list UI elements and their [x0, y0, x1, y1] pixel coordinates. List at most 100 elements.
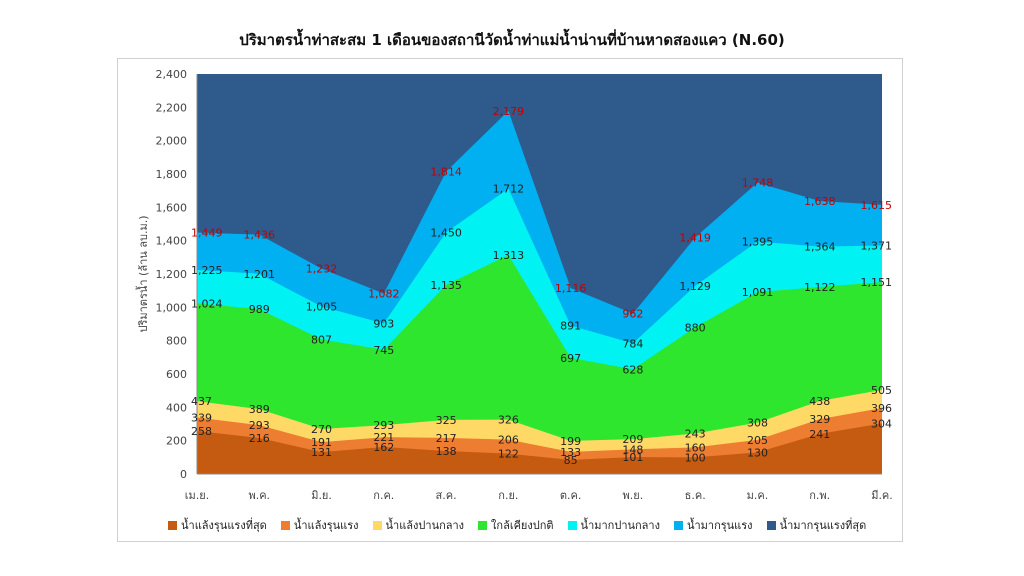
data-label: 1,371 — [861, 240, 893, 253]
data-label: 270 — [311, 423, 332, 436]
data-label: 205 — [747, 434, 768, 447]
data-label: 1,091 — [742, 286, 774, 299]
data-label: 1,419 — [679, 232, 711, 245]
y-tick-label: 1,000 — [156, 301, 188, 314]
data-label: 326 — [498, 414, 519, 427]
data-label: 329 — [809, 413, 830, 426]
data-label: 1,005 — [306, 301, 338, 314]
legend-swatch — [766, 520, 776, 530]
legend-item: น้ำมากปานกลาง — [567, 516, 660, 534]
data-label: 1,638 — [804, 195, 836, 208]
data-label: 258 — [191, 425, 212, 438]
data-label: 1,122 — [804, 281, 836, 294]
area-series-0 — [197, 423, 882, 474]
data-label: 389 — [249, 403, 270, 416]
y-tick-label: 1,200 — [156, 268, 188, 281]
area-series-3 — [197, 255, 882, 474]
y-tick-label: 2,400 — [156, 68, 188, 81]
x-tick-label: ก.ย. — [498, 489, 518, 502]
data-label: 100 — [685, 451, 706, 464]
legend: น้ำแล้งรุนแรงที่สุด น้ำแล้งรุนแรง น้ำแล้งป… — [168, 516, 888, 534]
y-tick-label: 1,800 — [156, 168, 188, 181]
data-label: 1,615 — [861, 199, 893, 212]
data-label: 505 — [871, 384, 892, 397]
legend-swatch — [673, 520, 683, 530]
data-label: 304 — [871, 417, 892, 430]
data-label: 1,024 — [191, 297, 223, 310]
legend-label: ใกล้เคียงปกติ — [491, 519, 554, 532]
legend-swatch — [478, 520, 488, 530]
y-tick-label: 1,400 — [156, 235, 188, 248]
data-label: 131 — [311, 446, 332, 459]
data-label: 880 — [685, 321, 706, 334]
data-label: 891 — [560, 320, 581, 333]
data-label: 122 — [498, 448, 519, 461]
data-label: 1,395 — [742, 236, 774, 249]
data-label: 1,232 — [306, 263, 338, 276]
data-label: 293 — [373, 419, 394, 432]
legend-item: น้ำมากรุนแรง — [673, 516, 753, 534]
data-label: 209 — [622, 433, 643, 446]
data-label: 962 — [622, 308, 643, 321]
data-label: 85 — [564, 454, 578, 467]
data-label: 437 — [191, 395, 212, 408]
data-label: 1,364 — [804, 241, 836, 254]
legend-swatch — [567, 520, 577, 530]
data-label: 697 — [560, 352, 581, 365]
data-label: 989 — [249, 303, 270, 316]
data-label: 1,135 — [430, 279, 462, 292]
data-label: 1,814 — [430, 166, 462, 179]
data-label: 148 — [622, 443, 643, 456]
data-label: 2,179 — [493, 105, 525, 118]
x-tick-label: ธ.ค. — [685, 489, 706, 502]
data-label: 308 — [747, 417, 768, 430]
data-label: 138 — [436, 445, 457, 458]
x-tick-label: พ.ค. — [248, 489, 270, 502]
legend-swatch — [280, 520, 290, 530]
y-axis-title: ปริมาตรน้ำ (ล้าน ลบ.ม.) — [135, 215, 150, 332]
legend-item: ใกล้เคียงปกติ — [478, 516, 554, 534]
data-label: 162 — [373, 441, 394, 454]
y-tick-label: 400 — [166, 401, 187, 414]
data-label: 339 — [191, 412, 212, 425]
data-label: 130 — [747, 446, 768, 459]
data-label: 807 — [311, 334, 332, 347]
x-tick-label: ต.ค. — [560, 489, 582, 502]
data-label: 293 — [249, 419, 270, 432]
legend-label: น้ำมากรุนแรง — [686, 519, 753, 532]
data-label: 628 — [622, 363, 643, 376]
y-tick-label: 200 — [166, 435, 187, 448]
legend-item: น้ำแล้งรุนแรงที่สุด — [168, 516, 267, 534]
data-label: 784 — [622, 337, 643, 350]
legend-label: น้ำแล้งรุนแรง — [293, 519, 359, 532]
legend-label: น้ำแล้งปานกลาง — [385, 519, 465, 532]
legend-label: น้ำมากปานกลาง — [580, 519, 660, 532]
legend-item: น้ำแล้งปานกลาง — [372, 516, 465, 534]
x-tick-label: ก.ค. — [373, 489, 394, 502]
data-label: 217 — [436, 432, 457, 445]
legend-swatch — [168, 520, 177, 530]
chart-title: ปริมาตรน้ำท่าสะสม 1 เดือนของสถานีวัดน้ำท… — [239, 31, 785, 49]
data-label: 1,712 — [493, 183, 525, 196]
data-label: 160 — [685, 441, 706, 454]
x-tick-label: ส.ค. — [436, 489, 457, 502]
y-tick-label: 2,200 — [156, 101, 188, 114]
y-tick-label: 1,600 — [156, 201, 188, 214]
legend-label: น้ำแล้งรุนแรงที่สุด — [181, 519, 267, 532]
legend-label: น้ำมากรุนแรงที่สุด — [779, 519, 867, 532]
data-label: 1,449 — [191, 227, 223, 240]
y-tick-label: 0 — [180, 468, 187, 481]
data-label: 745 — [373, 344, 394, 357]
data-label: 1,313 — [493, 249, 525, 262]
x-tick-label: ก.พ. — [809, 489, 830, 502]
data-label: 199 — [560, 435, 581, 448]
data-label: 243 — [685, 428, 706, 441]
data-label: 101 — [622, 451, 643, 464]
data-label: 1,748 — [742, 177, 774, 190]
data-label: 133 — [560, 446, 581, 459]
data-label: 241 — [809, 428, 830, 441]
data-label: 325 — [436, 414, 457, 427]
data-label: 1,225 — [191, 264, 223, 277]
data-label: 221 — [373, 431, 394, 444]
data-label: 903 — [373, 318, 394, 331]
